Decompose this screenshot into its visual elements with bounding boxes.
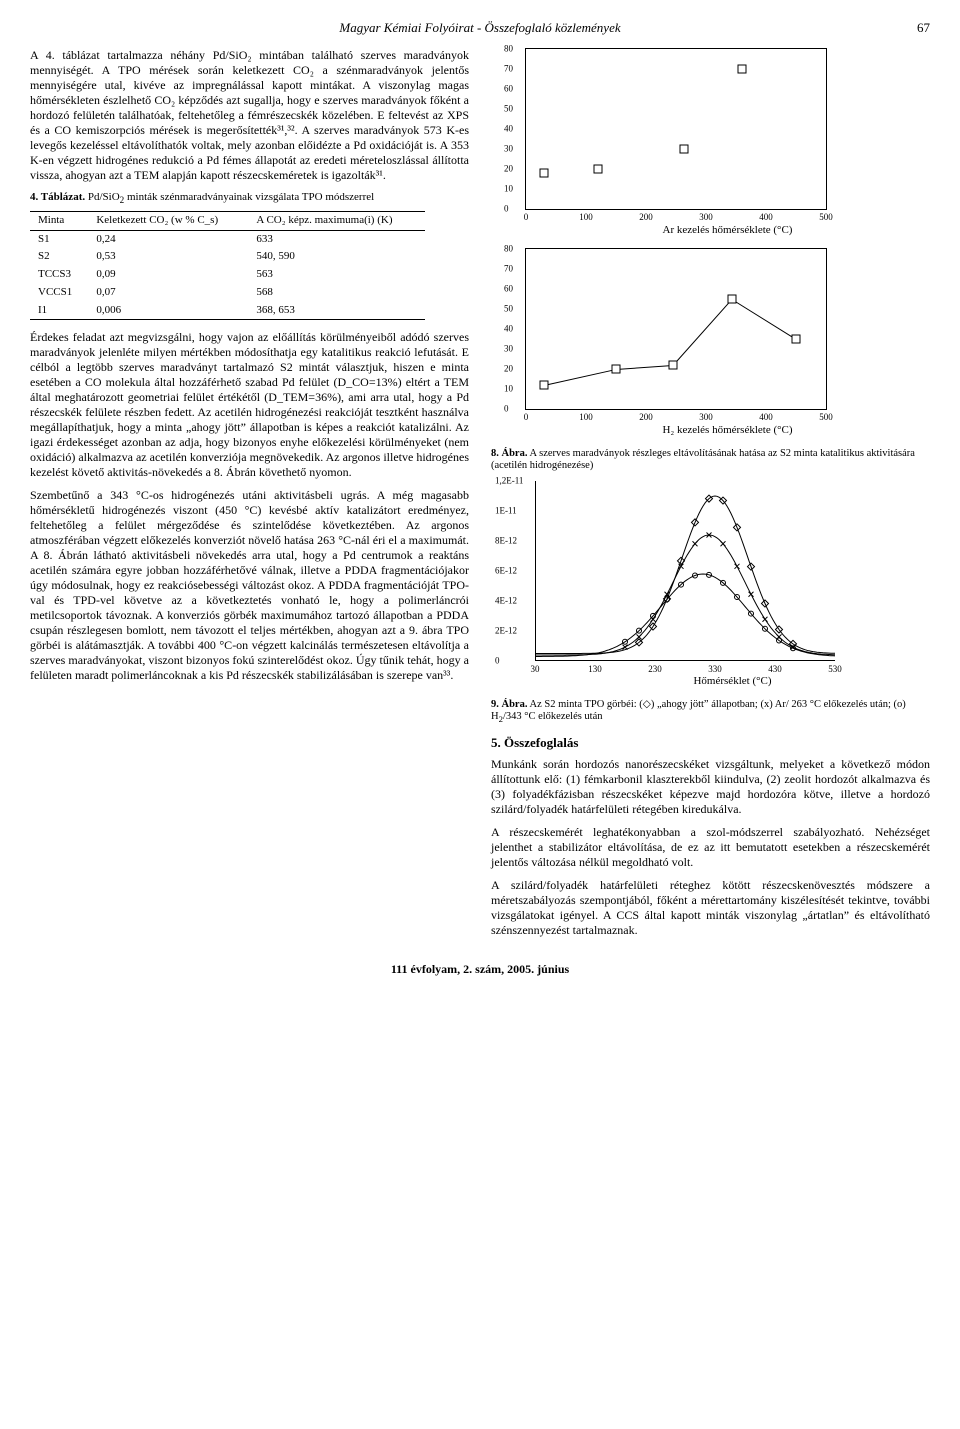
th-sample: Minta	[30, 211, 88, 230]
table-row: S20,53540, 590	[30, 248, 425, 266]
page-number: 67	[917, 20, 930, 36]
table-row: VCCS10,07568	[30, 284, 425, 302]
data-point	[540, 381, 549, 390]
chart1-xlabel: Ar kezelés hőmérséklete (°C)	[525, 224, 930, 238]
section-5-title: 5. Összefoglalás	[491, 735, 930, 751]
para-3: Szembetűnő a 343 °C-os hidrogénezés után…	[30, 488, 469, 683]
chart-2: 010020030040050001020304050607080	[525, 248, 827, 410]
chart2-xlabel: H₂ kezelés hőmérséklete (°C)	[525, 424, 930, 438]
data-point	[738, 65, 747, 74]
journal-title: Magyar Kémiai Folyóirat - Összefoglaló k…	[339, 20, 620, 35]
th-co2: Keletkezett CO₂ (w % C_s)	[88, 211, 248, 230]
chart-1: 010020030040050001020304050607080	[525, 48, 827, 210]
table4-caption: 4. Táblázat. 4. Táblázat. Pd/SiO₂ minták…	[30, 191, 469, 207]
data-point	[727, 295, 736, 304]
fig8-caption-text: A szerves maradványok részleges eltávolí…	[491, 448, 915, 472]
figure-8-top: Acetilén konverzió (%) 01002003004005000…	[491, 48, 930, 238]
r-para-3: A szilárd/folyadék határfelületi réteghe…	[491, 878, 930, 938]
fig9-caption-text: Az S2 minta TPO görbéi: (◇) „ahogy jött”…	[491, 699, 906, 723]
figure-9: CO₂ Intenzitás (a.u.) 301302303304305300…	[491, 481, 930, 689]
data-point	[679, 145, 688, 154]
data-point	[669, 361, 678, 370]
chart3-xlabel: Hőmérséklet (°C)	[535, 675, 930, 689]
table4-caption-text: Pd/SiO2 minták szénmaradványainak vizsgá…	[88, 191, 374, 203]
th-max: A CO₂ képz. maximuma(i) (K)	[248, 211, 425, 230]
para-2: Érdekes feladat azt megvizsgálni, hogy v…	[30, 330, 469, 480]
chart-3: 3013023033043053002E-124E-126E-128E-121E…	[535, 481, 835, 661]
data-point	[792, 335, 801, 344]
journal-header: Magyar Kémiai Folyóirat - Összefoglaló k…	[30, 20, 930, 36]
table-4: Minta Keletkezett CO₂ (w % C_s) A CO₂ ké…	[30, 211, 425, 321]
r-para-2: A részecskemérét leghatékonyabban a szol…	[491, 825, 930, 870]
right-column: Acetilén konverzió (%) 01002003004005000…	[491, 48, 930, 946]
footer: 111 évfolyam, 2. szám, 2005. június	[30, 962, 930, 977]
table-row: S10,24633	[30, 230, 425, 248]
fig9-caption: 9. Ábra. Az S2 minta TPO görbéi: (◇) „ah…	[491, 699, 930, 725]
table-row: TCCS30,09563	[30, 266, 425, 284]
data-point	[594, 165, 603, 174]
r-para-1: Munkánk során hordozós nanorészecskéket …	[491, 757, 930, 817]
table-row: I10,006368, 653	[30, 302, 425, 320]
data-point	[612, 365, 621, 374]
fig8-caption: 8. Ábra. 8. Ábra. A szerves maradványok …	[491, 448, 930, 473]
figure-8-bottom: Acetilén konverzió (%) 01002003004005000…	[491, 248, 930, 438]
para-1: A 4. táblázat tartalmazza néhány Pd/SiO₂…	[30, 48, 469, 183]
data-point	[540, 169, 549, 178]
left-column: A 4. táblázat tartalmazza néhány Pd/SiO₂…	[30, 48, 469, 946]
